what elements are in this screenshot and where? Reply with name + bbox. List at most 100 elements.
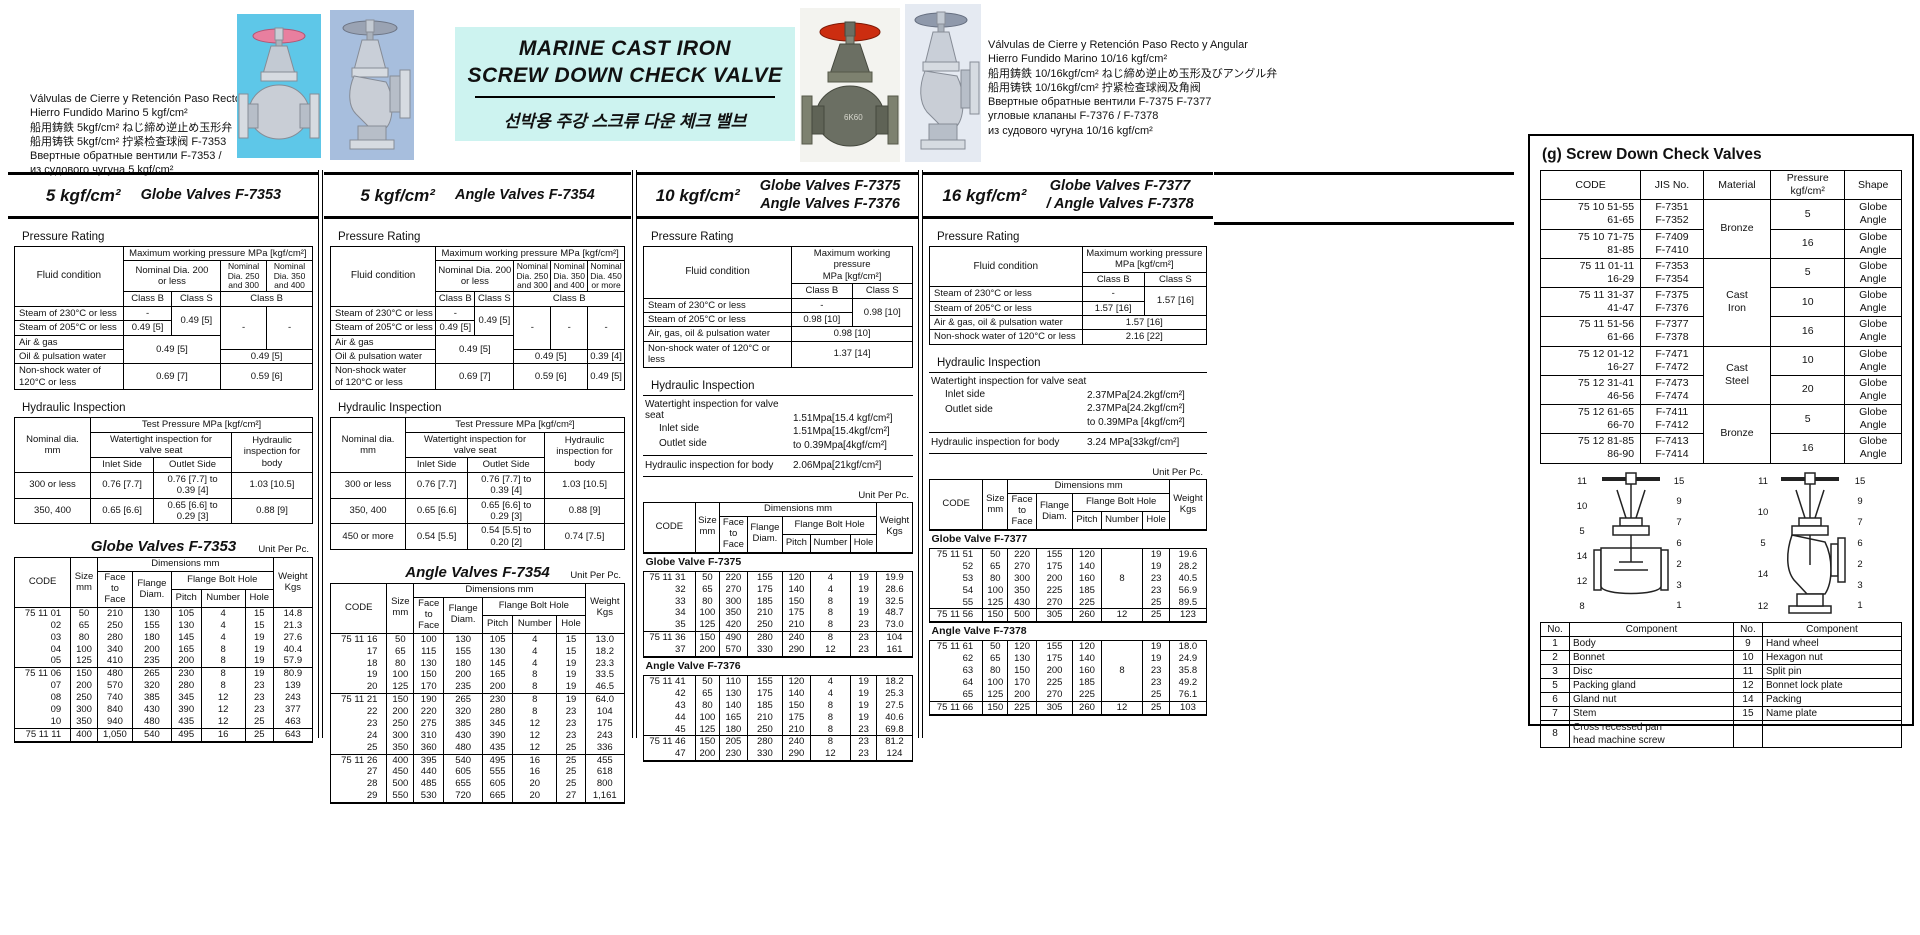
table-cell: 150 [782, 595, 811, 608]
table-cell: 16 [200, 727, 246, 742]
table-row: Class B Class S [644, 283, 914, 299]
table-cell: Steam of 205°C or less [329, 320, 437, 336]
table-cell: 65 [694, 583, 721, 596]
table-row: Steam of 205°C or less 1.57 [16] [929, 300, 1207, 316]
table-cell: 73.0 [875, 619, 914, 632]
table-cell: 54 [928, 584, 984, 597]
inlet-label: Inlet side [945, 388, 986, 400]
table-row: Steam of 205°C or less 0.98 [10] [642, 311, 913, 328]
table-cell: 0.98 [10] [791, 326, 913, 342]
table-cell: Maximum working pressure MPa [kgf/cm²] [435, 245, 625, 262]
panel3-dims-table: CODE Size mm Dimensions mm Weight Kgs Face to Fa… [643, 502, 914, 763]
table-cell: 150 [982, 608, 1009, 623]
table-cell: F-7473 F-7474 [1640, 374, 1704, 406]
body-test-value: 2.06Mpa[21kgf/cm²] [793, 460, 882, 472]
table-row: 75 11 01 50 210 130 105 4 15 14.8 [13, 606, 314, 620]
table-cell: 20 [1770, 374, 1846, 406]
table-cell: 8 [809, 607, 852, 620]
table-cell: 16 [1770, 228, 1846, 259]
table-cell: 125 [694, 723, 721, 736]
table-cell: 44 [643, 711, 696, 724]
table-cell: 240 [782, 631, 811, 645]
table-cell: 395 [413, 753, 445, 767]
table-row: Steam of 230°C or less -0.98 [10] [642, 297, 914, 328]
table-cell: 110 [719, 675, 748, 688]
table-cell: 150 [694, 735, 721, 749]
table-row: 29 550 530 720 665 20 27 1,161 [329, 790, 626, 803]
table-row: Class B Class S Class B [331, 291, 625, 307]
table-cell: 100 [386, 669, 415, 682]
table-cell: F-7375 F-7376 [1640, 286, 1704, 318]
table-row: 20 125 170 235 200 8 19 46.5 [329, 681, 626, 694]
table-row: 300 or less 0.76 [7.7] 0.76 [7.7] to 0.39 [… [13, 471, 313, 499]
table-cell: 50 [694, 570, 721, 584]
panel1-valve-name: Globe Valves F-7353 [140, 186, 282, 203]
table-cell: 265 [131, 667, 172, 681]
table-cell: 12 [1100, 608, 1144, 623]
table-cell: 150 [386, 693, 415, 706]
table-row: 24 300 310 430 390 12 23 243 [329, 729, 626, 742]
table-cell: 170 [1007, 677, 1037, 689]
table-cell: Non-shock water of 120°C or less [642, 340, 793, 368]
data-table: Nominal dia. mm Test Pressure MPa [kgf/cm²… [329, 417, 625, 551]
table-cell: Non-shock water of 120°C or less [14, 363, 124, 391]
table-cell: 46.5 [584, 681, 626, 694]
table-cell: 0.49 [5] [171, 305, 222, 336]
table-cell [1761, 719, 1903, 748]
angle-valve-diagram: 11 10 5 14 12 15 9 7 6 2 3 1 [1757, 470, 1867, 618]
table-cell: 618 [584, 766, 626, 779]
list-item: 9 [1676, 496, 1682, 508]
table-cell: 1,050 [96, 727, 133, 742]
seat-label: Watertight inspection for valve seat [645, 398, 779, 421]
table-cell: 25 [1142, 596, 1170, 609]
page-title-box: MARINE CAST IRON SCREW DOWN CHECK VALVE … [455, 27, 795, 141]
table-cell: 35.8 [1168, 665, 1208, 678]
header-rule-extension [1214, 172, 1514, 225]
table-cell: 2.16 [22] [1081, 329, 1208, 345]
table-cell: 50 [982, 640, 1009, 654]
screw-down-check-valves-summary-panel: (g) Screw Down Check Valves CODE JIS No. M… [1528, 134, 1914, 748]
table-cell: 225 [1072, 688, 1102, 702]
table-cell: 1,161 [584, 790, 626, 803]
table-cell: 250 [746, 619, 784, 632]
table-cell: 09 [13, 703, 72, 716]
valve-photo-angle-5k [330, 10, 414, 160]
table-cell: Dimensions mm [96, 557, 274, 573]
table-row: 75 12 81-85 86-90 F-7413 F-7414 16 Globe Angle [1539, 433, 1902, 464]
table-cell: No. [1540, 621, 1570, 637]
table-cell: 81.2 [875, 735, 914, 749]
table-cell: 8 [200, 643, 246, 656]
table-cell: 75 12 01-12 16-27 [1539, 345, 1642, 376]
table-cell: Class B [435, 291, 476, 307]
table-row: 75 11 51-56 61-66 F-7377 F-7378 16 Globe Angle [1539, 316, 1902, 347]
table-cell: 19 [556, 657, 586, 670]
table-row: Inlet Side Outlet Side [15, 457, 313, 473]
table-cell: 175 [746, 583, 784, 596]
table-cell: Size mm [694, 502, 721, 554]
table-row: 08 250 740 385 345 12 23 243 [13, 692, 314, 704]
table-cell: 19 [556, 693, 586, 706]
table-cell: 390 [170, 703, 202, 716]
table-cell: 4 [809, 675, 852, 688]
table-cell: 455 [584, 753, 626, 767]
table-cell: Bonnet [1569, 649, 1734, 665]
table-cell: 0.49 [5] [122, 320, 173, 336]
hydraulic-inspection-label: Hydraulic Inspection [338, 402, 442, 415]
table-row: 5 Packing gland 12 Bonnet lock plate [1540, 677, 1903, 693]
table-row: Angle Valve F-7378 [929, 621, 1207, 642]
table-cell: Air & gas [329, 334, 437, 350]
table-row: 75 11 61 50 120 155 120 8 19 18.0 [928, 640, 1208, 702]
panel4-unit-row: Unit Per Pc. [929, 464, 1207, 478]
table-cell: Split pin [1761, 663, 1903, 679]
table-cell: 185 [1072, 677, 1102, 689]
svg-text:6K60: 6K60 [844, 113, 863, 122]
table-row: 7 Stem 15 Name plate [1540, 705, 1903, 721]
table-cell: Fluid condition [929, 245, 1083, 288]
table-cell: 155 [443, 645, 484, 658]
table-cell: 75 10 71-75 81-85 [1539, 228, 1642, 259]
table-cell: 75 11 51 [928, 548, 984, 561]
table-cell: 150 [1007, 665, 1037, 678]
table-cell: Bronze [1702, 199, 1772, 259]
hydraulic-inspection-label: Hydraulic Inspection [937, 356, 1041, 369]
table-cell: Face to Face [96, 571, 133, 608]
